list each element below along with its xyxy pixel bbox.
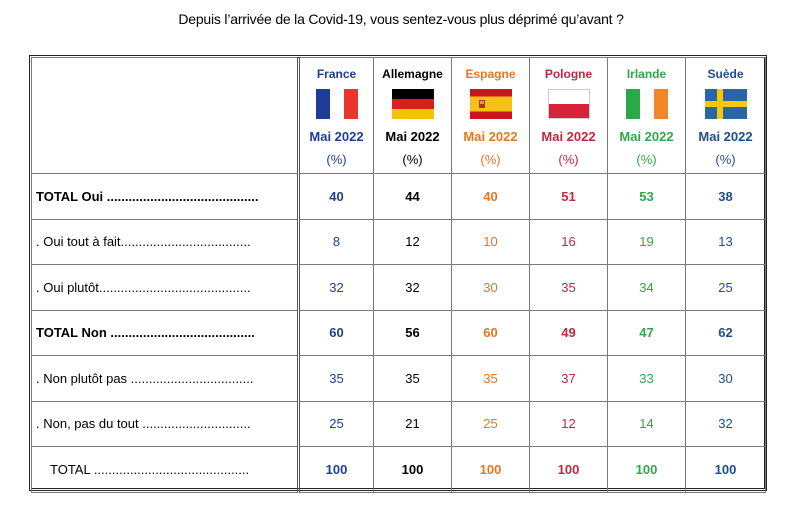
- value-cell: 100: [607, 446, 686, 493]
- row-label: TOTAL Oui ..............................…: [31, 173, 299, 220]
- value-cell: 10: [451, 218, 530, 265]
- value-cell: 25: [685, 264, 766, 311]
- value-cell: 32: [297, 264, 374, 311]
- table-row: . Non plutôt pas .......................…: [31, 355, 766, 402]
- row-label: . Non, pas du tout .....................…: [31, 400, 299, 447]
- value-cell: 8: [297, 218, 374, 265]
- country-header-ireland: Irlande Mai 2022 (%): [607, 57, 686, 174]
- value-cell: 16: [529, 218, 608, 265]
- value-cell: 100: [685, 446, 766, 493]
- value-cell: 30: [685, 355, 766, 402]
- header-row: France Mai 2022 (%) Allemagne Mai 2022 (%) Esp…: [31, 57, 766, 174]
- germany-flag-icon: [391, 89, 434, 119]
- country-name: France: [316, 67, 357, 81]
- value-cell: 35: [451, 355, 530, 402]
- row-label: TOTAL Non ..............................…: [31, 309, 299, 356]
- period-label: Mai 2022: [385, 129, 440, 144]
- value-cell: 60: [451, 309, 530, 356]
- value-cell: 35: [529, 264, 608, 311]
- unit-label: (%): [636, 152, 657, 167]
- value-cell: 62: [685, 309, 766, 356]
- value-cell: 37: [529, 355, 608, 402]
- value-cell: 44: [373, 173, 452, 220]
- value-cell: 19: [607, 218, 686, 265]
- table-row: TOTAL ..................................…: [31, 446, 766, 493]
- period-label: Mai 2022: [309, 129, 364, 144]
- row-label-text: . Oui tout à fait.......................…: [36, 234, 251, 250]
- table-row: TOTAL Oui ..............................…: [31, 173, 766, 220]
- country-name: Espagne: [465, 67, 516, 81]
- row-label-text: . Non, pas du tout .....................…: [36, 416, 251, 432]
- row-label: . Non plutôt pas .......................…: [31, 355, 299, 402]
- value-cell: 33: [607, 355, 686, 402]
- value-cell: 56: [373, 309, 452, 356]
- period-label: Mai 2022: [463, 129, 518, 144]
- spain-flag-icon: [469, 89, 512, 119]
- value-cell: 40: [297, 173, 374, 220]
- value-cell: 100: [297, 446, 374, 493]
- unit-label: (%): [715, 152, 736, 167]
- value-cell: 12: [373, 218, 452, 265]
- table-row: . Oui tout à fait.......................…: [31, 218, 766, 265]
- period-label: Mai 2022: [619, 129, 674, 144]
- value-cell: 47: [607, 309, 686, 356]
- survey-question-title: Depuis l’arrivée de la Covid-19, vous se…: [178, 11, 624, 27]
- value-cell: 100: [529, 446, 608, 493]
- country-name: Irlande: [626, 67, 667, 81]
- row-label-text: TOTAL ..................................…: [50, 461, 250, 477]
- country-name: Suède: [707, 67, 744, 81]
- unit-label: (%): [558, 152, 579, 167]
- header-corner-cell: [31, 57, 299, 174]
- value-cell: 14: [607, 400, 686, 447]
- country-name: Allemagne: [382, 67, 443, 81]
- row-label-text: TOTAL Oui ..............................…: [36, 188, 259, 204]
- unit-label: (%): [326, 152, 347, 167]
- table-row: . Non, pas du tout .....................…: [31, 400, 766, 447]
- row-label: . Oui plutôt............................…: [31, 264, 299, 311]
- country-header-germany: Allemagne Mai 2022 (%): [373, 57, 452, 174]
- period-label: Mai 2022: [541, 129, 596, 144]
- country-header-sweden: Suède Mai 2022 (%): [685, 57, 766, 174]
- value-cell: 12: [529, 400, 608, 447]
- value-cell: 38: [685, 173, 766, 220]
- value-cell: 25: [297, 400, 374, 447]
- value-cell: 60: [297, 309, 374, 356]
- france-flag-icon: [315, 89, 358, 119]
- value-cell: 51: [529, 173, 608, 220]
- period-label: Mai 2022: [698, 129, 753, 144]
- value-cell: 40: [451, 173, 530, 220]
- value-cell: 13: [685, 218, 766, 265]
- value-cell: 35: [297, 355, 374, 402]
- row-label-text: . Oui plutôt............................…: [36, 279, 251, 295]
- value-cell: 53: [607, 173, 686, 220]
- value-cell: 100: [451, 446, 530, 493]
- value-cell: 21: [373, 400, 452, 447]
- value-cell: 32: [373, 264, 452, 311]
- value-cell: 32: [685, 400, 766, 447]
- country-name: Pologne: [544, 67, 593, 81]
- value-cell: 34: [607, 264, 686, 311]
- value-cell: 100: [373, 446, 452, 493]
- value-cell: 25: [451, 400, 530, 447]
- row-label-text: TOTAL Non ..............................…: [36, 325, 255, 341]
- value-cell: 49: [529, 309, 608, 356]
- country-header-france: France Mai 2022 (%): [297, 57, 374, 174]
- table-row: . Oui plutôt............................…: [31, 264, 766, 311]
- poland-flag-icon: [547, 89, 590, 119]
- unit-label: (%): [402, 152, 423, 167]
- row-label-text: . Non plutôt pas .......................…: [36, 370, 254, 386]
- country-header-spain: Espagne Mai 2022 (%): [451, 57, 530, 174]
- value-cell: 30: [451, 264, 530, 311]
- ireland-flag-icon: [625, 89, 668, 119]
- row-label: TOTAL ..................................…: [31, 446, 299, 493]
- country-header-poland: Pologne Mai 2022 (%): [529, 57, 608, 174]
- table-row: TOTAL Non ..............................…: [31, 309, 766, 356]
- results-table: France Mai 2022 (%) Allemagne Mai 2022 (%) Esp…: [31, 57, 766, 493]
- value-cell: 35: [373, 355, 452, 402]
- row-label: . Oui tout à fait.......................…: [31, 218, 299, 265]
- sweden-flag-icon: [704, 89, 747, 119]
- unit-label: (%): [480, 152, 501, 167]
